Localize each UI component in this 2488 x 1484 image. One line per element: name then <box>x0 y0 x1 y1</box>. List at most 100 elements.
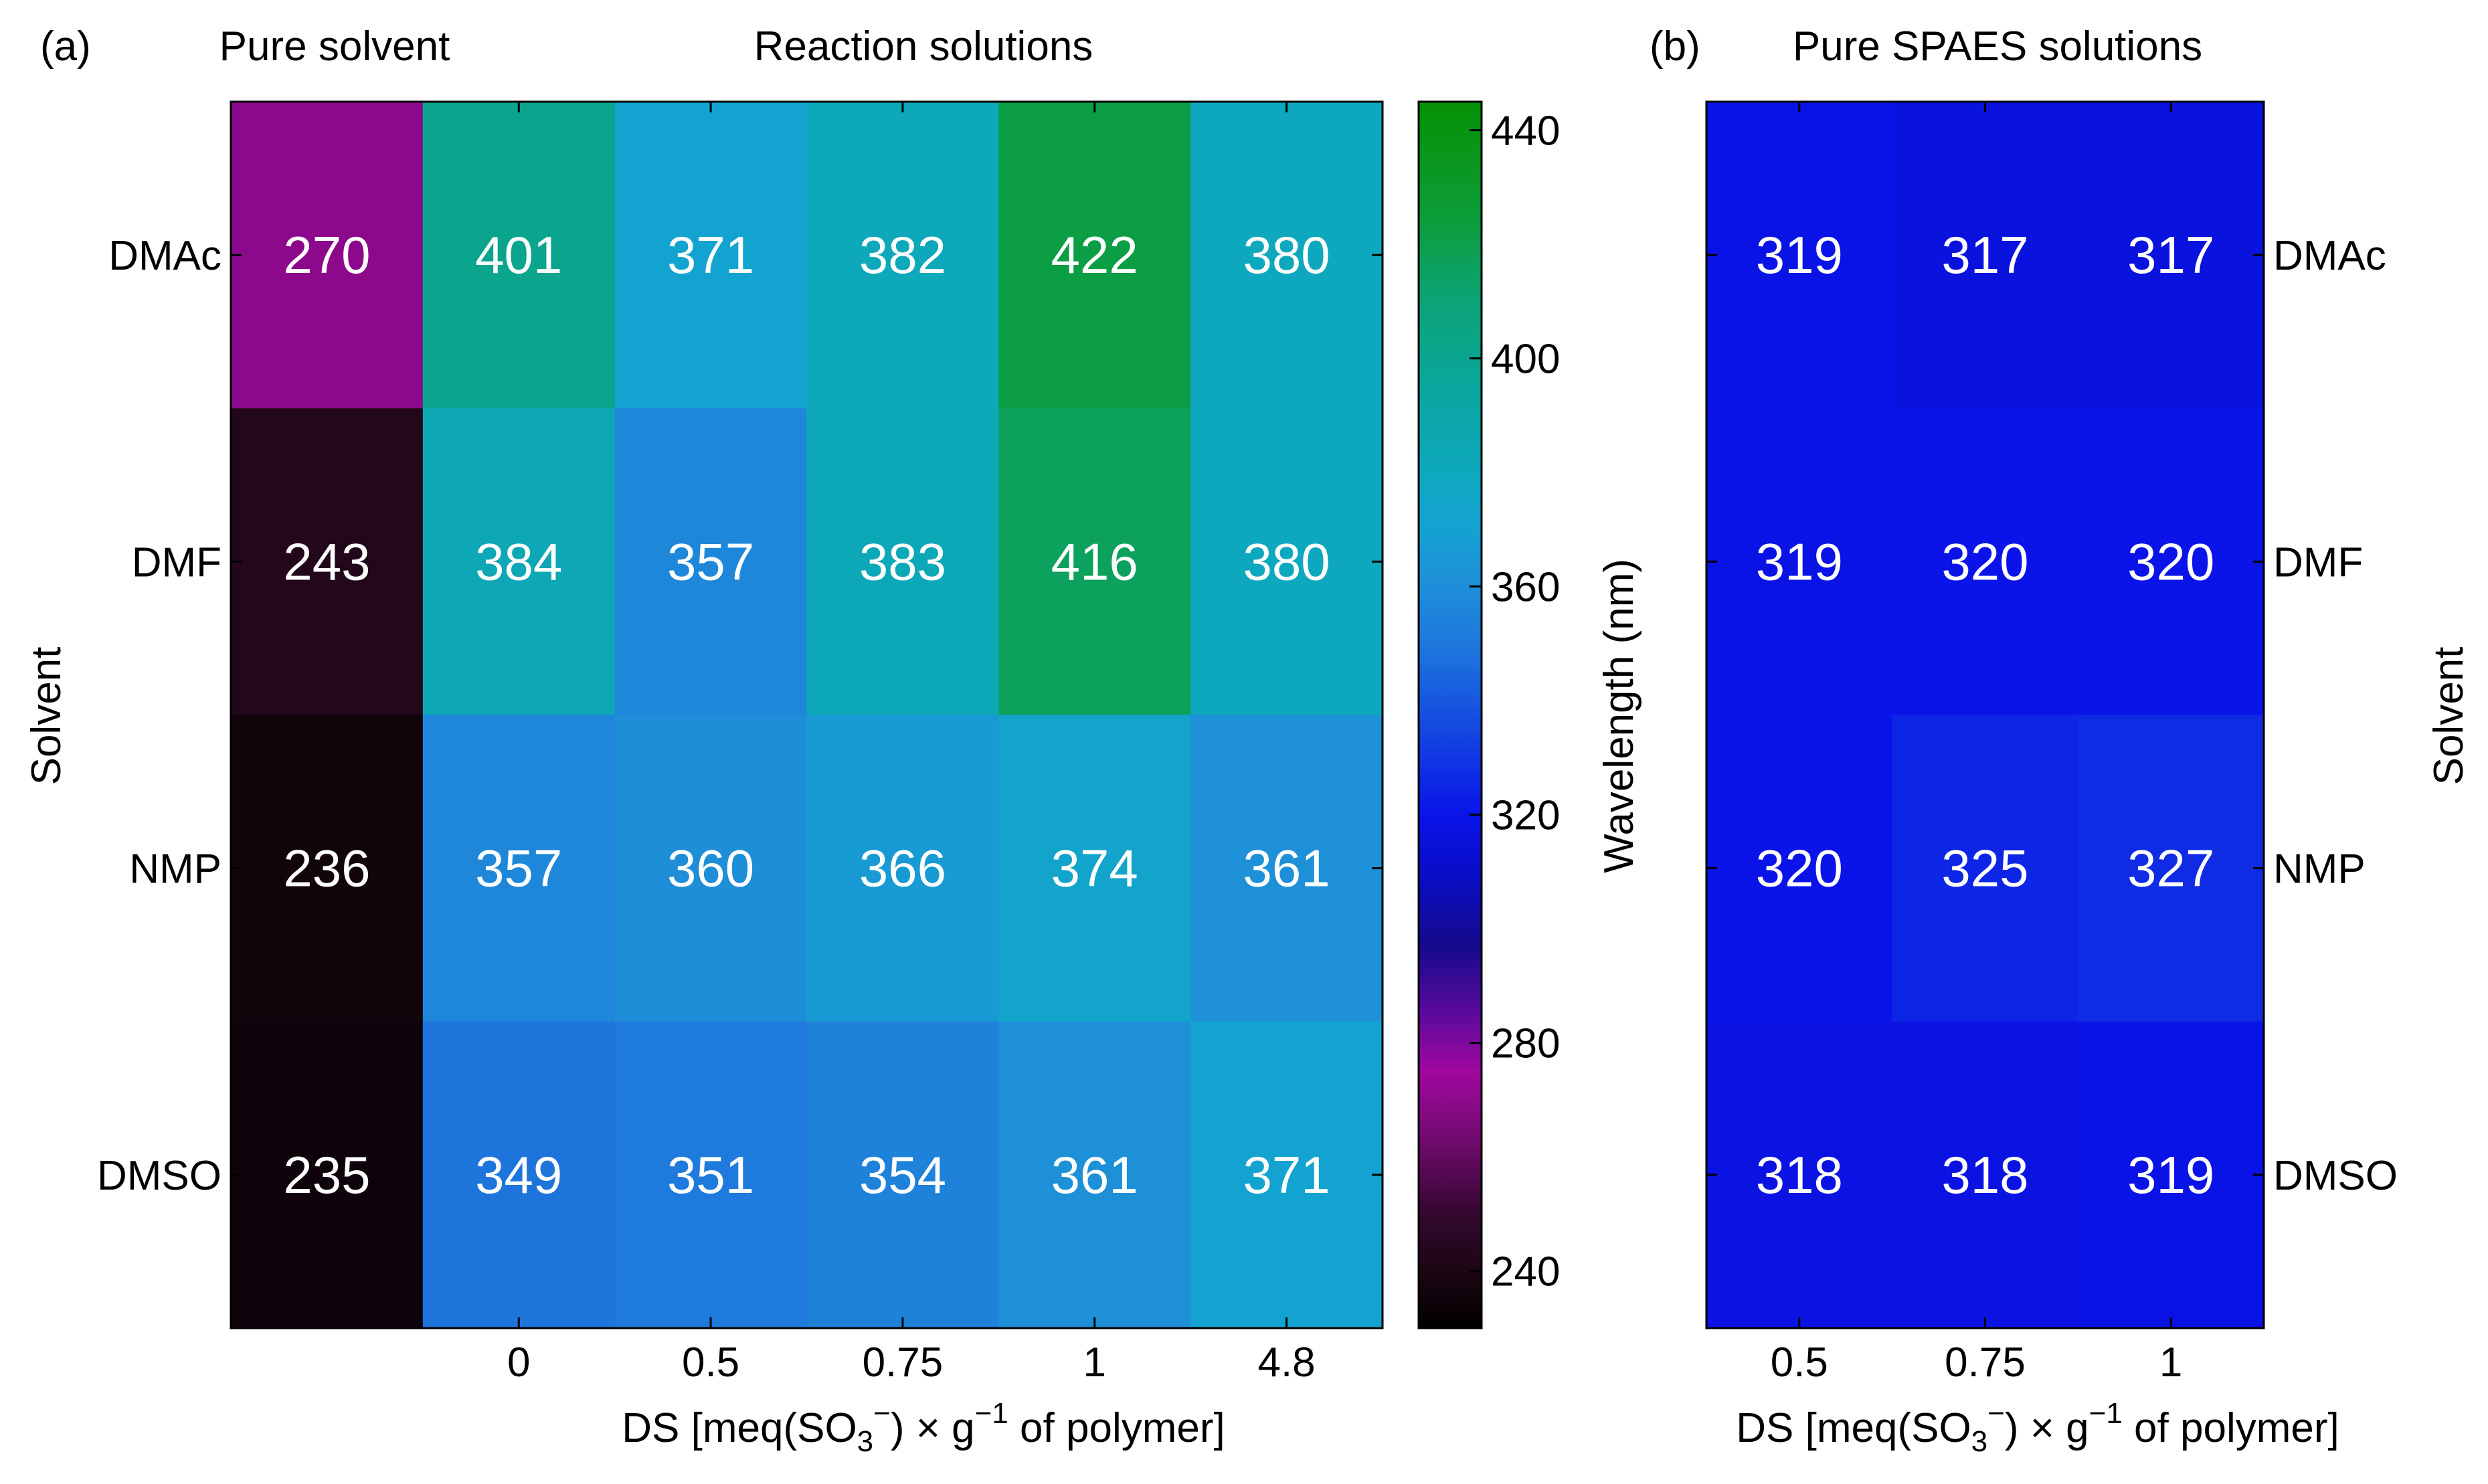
heatmap-cell-a-dmf-2 <box>422 408 616 715</box>
heatmap-cell-b-dmso-2 <box>1892 1021 2078 1329</box>
plot-frame <box>230 100 1384 1329</box>
heatmap-cell-a-dmac-1 <box>231 102 424 409</box>
panel-a-title-right: Reaction solutions <box>754 23 1093 70</box>
cell-value-label: 317 <box>1941 225 2028 284</box>
colorbar: 240 280 320 360 400 440 <box>1417 100 1560 1329</box>
heatmap-cell-b-nmp-2 <box>1892 715 2078 1022</box>
heatmap-cell-a-dmso-5 <box>998 1021 1191 1329</box>
cell-value-label: 374 <box>1051 839 1138 898</box>
colorbar-tick-label: 280 <box>1491 1021 1560 1067</box>
cell-value-label: 416 <box>1051 532 1138 591</box>
x-tick-label: 0 <box>507 1339 530 1386</box>
cell-value-label: 357 <box>667 532 754 591</box>
heatmap-cell-a-dmf-3 <box>614 408 807 715</box>
heatmap-cell-b-dmf-1 <box>1706 408 1893 715</box>
cell-value-label: 318 <box>1941 1145 2028 1204</box>
cell-value-label: 361 <box>1051 1145 1138 1204</box>
row-label-nmp: NMP <box>129 846 221 893</box>
cell-value-label: 380 <box>1243 532 1330 591</box>
row-label-dmac: DMAc <box>2273 233 2386 279</box>
cell-value-label: 380 <box>1243 225 1330 284</box>
cell-value-label: 319 <box>2127 1145 2214 1204</box>
heatmap-cell-a-dmf-6 <box>1190 408 1383 715</box>
cell-value-label: 325 <box>1941 839 2028 898</box>
heatmap-cell-a-dmac-3 <box>614 102 807 409</box>
heatmap-cell-b-nmp-3 <box>2078 715 2264 1022</box>
cell-value-label: 319 <box>1756 225 1843 284</box>
cell-value-label: 422 <box>1051 225 1138 284</box>
cell-value-label: 320 <box>2127 532 2214 591</box>
row-label-dmac: DMAc <box>108 233 221 279</box>
cell-value-label: 317 <box>2127 225 2214 284</box>
heatmap-cell-a-dmso-6 <box>1190 1021 1383 1329</box>
heatmap-cell-b-dmso-3 <box>2078 1021 2264 1329</box>
heatmap-cell-a-nmp-3 <box>614 715 807 1022</box>
row-label-dmso: DMSO <box>97 1153 221 1199</box>
heatmap-cell-a-nmp-2 <box>422 715 616 1022</box>
heatmap-cell-b-dmac-1 <box>1706 102 1893 409</box>
cell-value-label: 351 <box>667 1145 754 1204</box>
cell-value-label: 354 <box>859 1145 946 1204</box>
cell-value-label: 360 <box>667 839 754 898</box>
colorbar-tick-label: 240 <box>1491 1249 1560 1295</box>
heatmap-cell-a-nmp-6 <box>1190 715 1383 1022</box>
x-tick-label: 4.8 <box>1257 1339 1315 1386</box>
panel-b-title: Pure SPAES solutions <box>1793 23 2202 70</box>
x-tick-label: 0.75 <box>1945 1339 2026 1386</box>
cell-value-label: 382 <box>859 225 946 284</box>
heatmap-cell-a-dmso-1 <box>231 1021 424 1329</box>
heatmap-cell-b-nmp-1 <box>1706 715 1893 1022</box>
panel-a-label: (a) <box>40 23 91 70</box>
panel-b-xlabel: DS [meq(SO3−) × g−1 of polymer] <box>1736 1397 2339 1458</box>
row-label-dmso: DMSO <box>2273 1153 2398 1199</box>
panel-b-heatmap: 319 317 317 319 320 320 320 325 327 318 318 319 DMAc… <box>1705 100 2398 1386</box>
cell-value-label: 371 <box>1243 1145 1330 1204</box>
cell-value-label: 243 <box>283 532 370 591</box>
colorbar-tick-label: 400 <box>1491 337 1560 383</box>
cell-value-label: 236 <box>283 839 370 898</box>
panel-a-title-left: Pure solvent <box>219 23 450 70</box>
cell-value-label: 270 <box>283 225 370 284</box>
cell-value-label: 327 <box>2127 839 2214 898</box>
x-tick-label: 0.5 <box>1771 1339 1828 1386</box>
heatmap-cell-a-dmf-1 <box>231 408 424 715</box>
cell-value-label: 349 <box>475 1145 562 1204</box>
cell-value-label: 320 <box>1756 839 1843 898</box>
row-label-dmf: DMF <box>132 539 221 585</box>
heatmap-cell-a-dmac-6 <box>1190 102 1383 409</box>
cell-value-label: 319 <box>1756 532 1843 591</box>
panel-a-ylabel: Solvent <box>23 647 70 785</box>
panel-b-label: (b) <box>1650 23 1700 70</box>
heatmap-cell-b-dmf-2 <box>1892 408 2078 715</box>
heatmap-cell-b-dmf-3 <box>2078 408 2264 715</box>
cell-value-label: 235 <box>283 1145 370 1204</box>
colorbar-tick-label: 440 <box>1491 108 1560 155</box>
heatmap-cell-a-nmp-1 <box>231 715 424 1022</box>
x-tick-label: 1 <box>2159 1339 2182 1386</box>
cell-value-label: 366 <box>859 839 946 898</box>
cell-value-label: 320 <box>1941 532 2028 591</box>
heatmap-cell-b-dmac-2 <box>1892 102 2078 409</box>
row-label-nmp: NMP <box>2273 846 2366 893</box>
panel-a-xlabel: DS [meq(SO3−) × g−1 of polymer] <box>622 1397 1225 1458</box>
heatmap-cell-a-dmf-5 <box>998 408 1191 715</box>
cell-value-label: 361 <box>1243 839 1330 898</box>
heatmap-cell-a-dmac-2 <box>422 102 616 409</box>
heatmap-cell-a-dmso-2 <box>422 1021 616 1329</box>
panel-a-heatmap: 270 401 371 382 422 380 243 384 357 383 416 380 236 3… <box>97 100 1384 1386</box>
heatmap-cell-a-dmac-4 <box>806 102 999 409</box>
cell-value-label: 318 <box>1756 1145 1843 1204</box>
heatmap-cell-a-dmac-5 <box>998 102 1191 409</box>
cell-value-label: 371 <box>667 225 754 284</box>
cell-value-label: 401 <box>475 225 562 284</box>
x-tick-label: 0.75 <box>863 1339 944 1386</box>
colorbar-tick-label: 360 <box>1491 565 1560 611</box>
heatmap-cell-b-dmso-1 <box>1706 1021 1893 1329</box>
heatmap-cell-a-nmp-5 <box>998 715 1191 1022</box>
heatmap-cell-a-dmf-4 <box>806 408 999 715</box>
colorbar-gradient <box>1417 100 1483 1329</box>
cell-value-label: 384 <box>475 532 562 591</box>
heatmap-cell-a-nmp-4 <box>806 715 999 1022</box>
x-tick-label: 0.5 <box>682 1339 739 1386</box>
